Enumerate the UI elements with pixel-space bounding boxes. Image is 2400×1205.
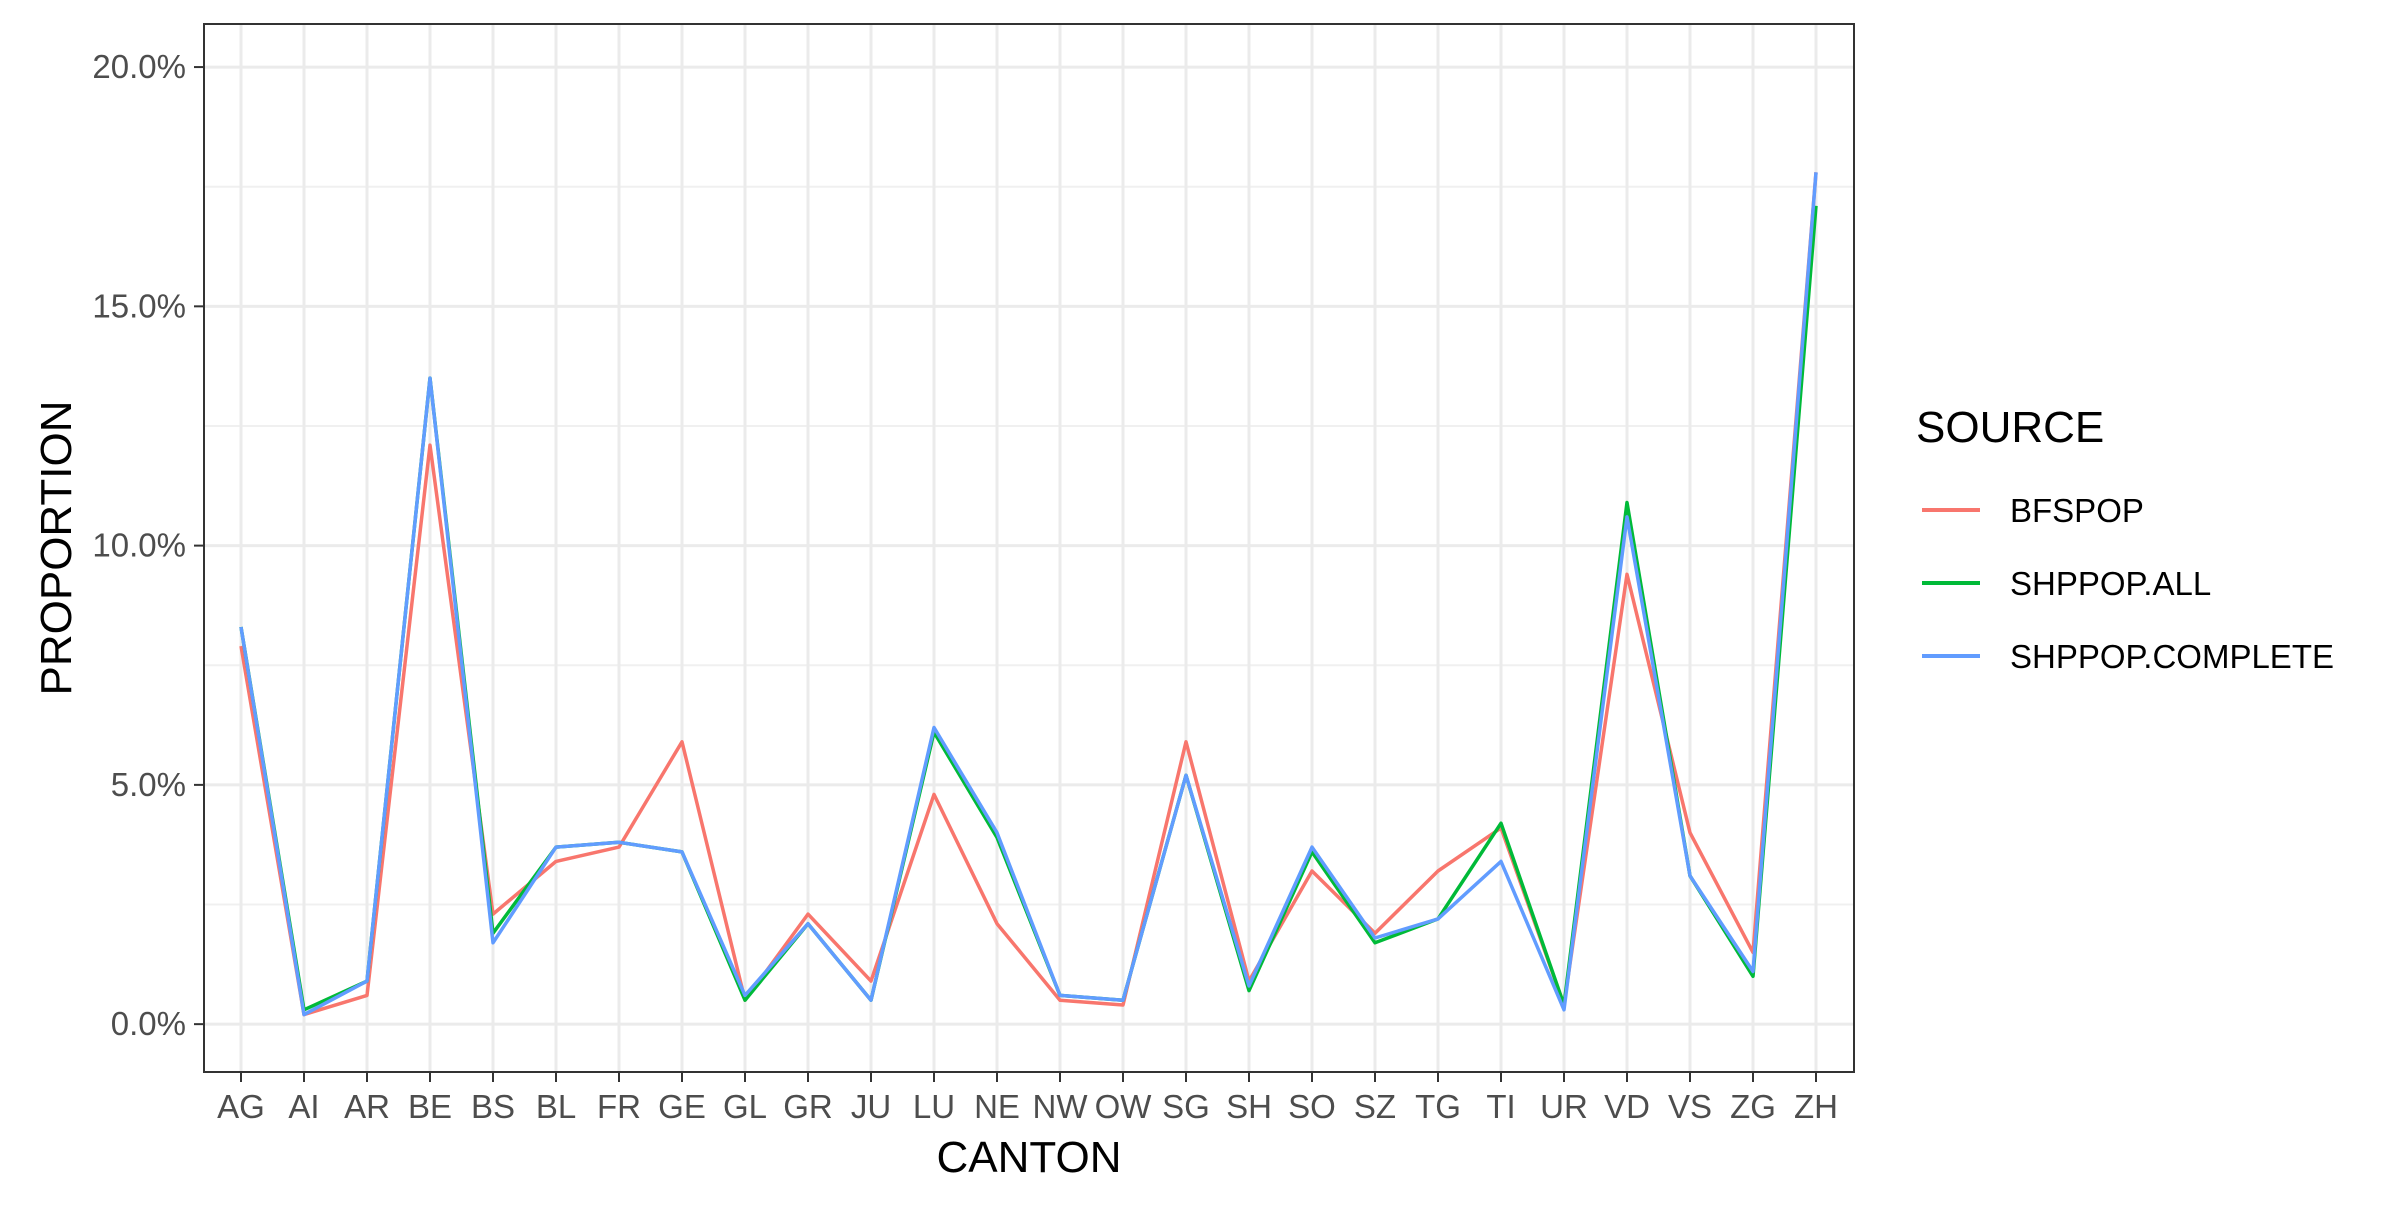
series-line-shppop-complete bbox=[239, 172, 1818, 1017]
x-tick-label-ne: NE bbox=[974, 1088, 1020, 1125]
y-tick-label: 10.0% bbox=[92, 527, 186, 564]
legend-item-shppop-all: SHPPOP.ALL bbox=[1922, 565, 2211, 602]
grid-layer bbox=[204, 24, 1854, 1072]
x-tick-label-ai: AI bbox=[288, 1088, 319, 1125]
x-tick-label-zh: ZH bbox=[1794, 1088, 1838, 1125]
legend-item-shppop-complete: SHPPOP.COMPLETE bbox=[1922, 638, 2334, 675]
legend-items: BFSPOP SHPPOP.ALL SHPPOP.COMPLETE bbox=[1922, 492, 2334, 675]
x-tick-label-so: SO bbox=[1288, 1088, 1336, 1125]
y-tick-label: 5.0% bbox=[111, 766, 186, 803]
legend: SOURCE BFSPOP SHPPOP.ALL SHPPOP.COMPLETE bbox=[1916, 403, 2334, 675]
x-tick-label-ow: OW bbox=[1095, 1088, 1153, 1125]
x-tick-label-lu: LU bbox=[913, 1088, 955, 1125]
legend-item-bfspop-label: BFSPOP bbox=[2010, 492, 2144, 529]
legend-item-bfspop: BFSPOP bbox=[1922, 492, 2144, 529]
x-tick-label-ag: AG bbox=[217, 1088, 265, 1125]
x-tick-label-ge: GE bbox=[658, 1088, 706, 1125]
x-tick-label-vs: VS bbox=[1668, 1088, 1712, 1125]
x-tick-label-fr: FR bbox=[597, 1088, 641, 1125]
x-tick-label-bs: BS bbox=[471, 1088, 515, 1125]
x-tick-label-gl: GL bbox=[723, 1088, 767, 1125]
x-tick-label-sz: SZ bbox=[1354, 1088, 1396, 1125]
x-tick-label-ur: UR bbox=[1540, 1088, 1588, 1125]
panel-border bbox=[203, 23, 1855, 1073]
x-tick-label-bl: BL bbox=[536, 1088, 576, 1125]
y-axis-title: PROPORTION bbox=[32, 400, 81, 695]
y-tick-label: 20.0% bbox=[92, 48, 186, 85]
x-tick-label-gr: GR bbox=[783, 1088, 833, 1125]
x-tick-label-ti: TI bbox=[1486, 1088, 1515, 1125]
x-tick-label-ju: JU bbox=[851, 1088, 891, 1125]
legend-item-shppop-all-label: SHPPOP.ALL bbox=[2010, 565, 2211, 602]
legend-title: SOURCE bbox=[1916, 403, 2104, 452]
x-axis-title: CANTON bbox=[937, 1133, 1122, 1182]
x-tick-label-be: BE bbox=[408, 1088, 452, 1125]
axis-layer: 0.0% 5.0% 10.0% 15.0% 20.0% AG AI AR BE BS BL FR GE G… bbox=[92, 48, 1838, 1125]
x-tick-label-vd: VD bbox=[1604, 1088, 1650, 1125]
y-tick-label: 15.0% bbox=[92, 287, 186, 324]
x-tick-label-nw: NW bbox=[1033, 1088, 1089, 1125]
x-tick-label-sh: SH bbox=[1226, 1088, 1272, 1125]
x-tick-label-ar: AR bbox=[344, 1088, 390, 1125]
legend-item-shppop-complete-label: SHPPOP.COMPLETE bbox=[2010, 638, 2334, 675]
y-tick-label: 0.0% bbox=[111, 1005, 186, 1042]
x-tick-label-zg: ZG bbox=[1730, 1088, 1776, 1125]
x-tick-label-sg: SG bbox=[1162, 1088, 1210, 1125]
series-layer bbox=[239, 172, 1818, 1017]
x-tick-label-tg: TG bbox=[1415, 1088, 1461, 1125]
